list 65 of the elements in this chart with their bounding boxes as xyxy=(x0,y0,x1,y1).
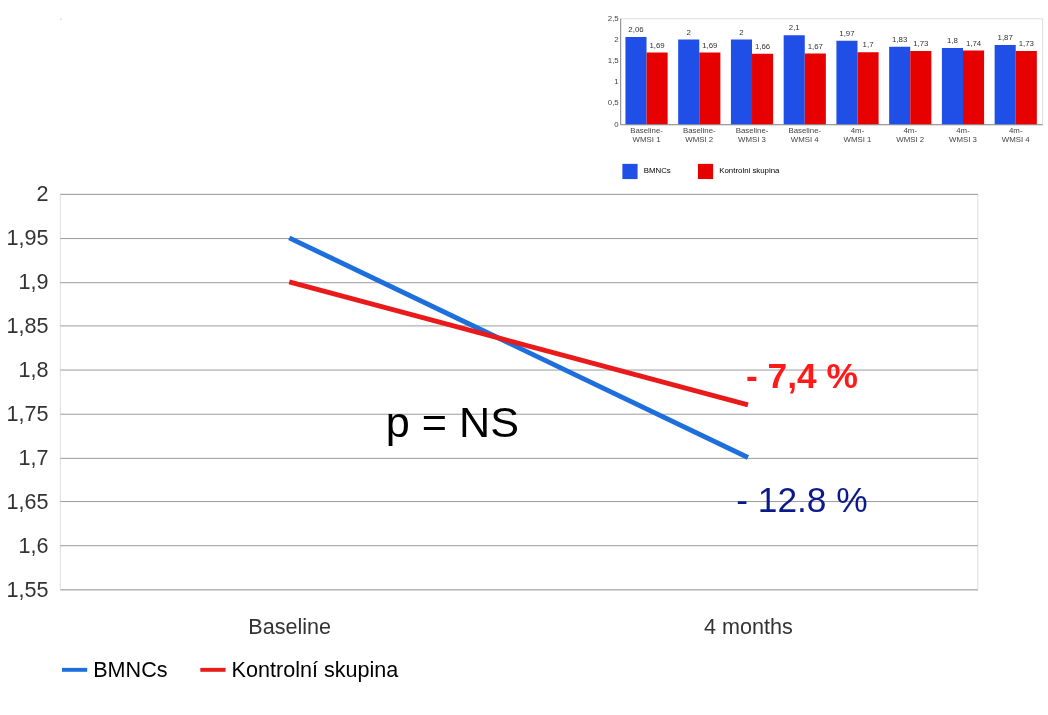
data-label: 2,1 xyxy=(788,23,800,33)
data-label: 1,74 xyxy=(965,38,982,48)
y-tick-label: 1,95 xyxy=(6,225,49,251)
y-tick-label: 1 xyxy=(614,77,619,87)
annotation: - 12.8 % xyxy=(736,480,868,520)
legend-label: Kontrolní skupina xyxy=(231,656,399,682)
data-label: 1,66 xyxy=(754,41,771,51)
x-tick-label: Baseline-WMSI 3 xyxy=(735,125,769,145)
y-tick-label: 1,75 xyxy=(6,400,49,426)
y-tick-label: 1,9 xyxy=(18,269,49,295)
x-tick-label: 4m-WMSI 3 xyxy=(949,125,978,145)
y-tick-label: 1,85 xyxy=(6,313,49,339)
data-label: 2,06 xyxy=(628,25,645,35)
y-tick-label: 0 xyxy=(614,119,620,129)
x-tick-label: Baseline-WMSI 4 xyxy=(788,125,822,145)
legend-label: Kontrolni skupina xyxy=(719,166,781,176)
y-tick-label: 2,5 xyxy=(607,13,620,23)
bar xyxy=(804,53,826,125)
bar xyxy=(857,52,879,125)
bar xyxy=(889,46,911,125)
data-label: 1,97 xyxy=(839,28,855,38)
bar xyxy=(963,50,985,125)
data-label: 1,7 xyxy=(862,40,874,50)
y-tick-label: 0,5 xyxy=(607,98,620,108)
bar xyxy=(1015,50,1037,125)
bar xyxy=(783,35,805,125)
bar xyxy=(625,36,647,125)
data-label: 2 xyxy=(686,27,691,37)
x-tick-label: 4 months xyxy=(704,614,794,640)
bar xyxy=(699,52,721,125)
x-tick-label: Baseline-WMSI 2 xyxy=(682,125,717,145)
data-label: 1,8 xyxy=(947,36,959,46)
data-label: 1,69 xyxy=(649,40,665,50)
bar xyxy=(752,53,774,125)
data-label: 1,73 xyxy=(1018,39,1035,48)
annotation: - 7,4 % xyxy=(746,356,858,396)
x-tick-label: 4m-WMSI 2 xyxy=(896,125,925,145)
bar xyxy=(678,39,700,125)
bar xyxy=(994,44,1016,125)
y-tick-label: 1,6 xyxy=(18,532,49,558)
bar xyxy=(730,39,753,125)
legend-label: BMNCs xyxy=(643,166,671,176)
y-tick-label: 1,5 xyxy=(607,56,620,66)
bar xyxy=(910,50,932,125)
data-label: 1,69 xyxy=(702,40,718,50)
y-tick-label: 1,8 xyxy=(18,357,49,383)
data-label: 1,73 xyxy=(913,39,930,48)
data-label: 1,67 xyxy=(807,41,823,51)
legend-label: BMNCs xyxy=(93,656,168,682)
bar xyxy=(836,40,858,125)
x-tick-label: Baseline-WMSI 1 xyxy=(630,125,664,145)
data-label: 2 xyxy=(739,27,744,37)
bar xyxy=(941,47,963,125)
y-tick-label: 2 xyxy=(36,181,49,207)
x-tick-label: 4m-WMSI 4 xyxy=(1001,125,1031,145)
annotation: p = NS xyxy=(385,398,519,447)
y-tick-label: 1,7 xyxy=(18,444,49,470)
bar xyxy=(646,52,668,125)
x-tick-label: 4m-WMSI 1 xyxy=(843,125,872,145)
y-tick-label: 2 xyxy=(614,34,619,44)
y-tick-label: 1,55 xyxy=(6,576,49,602)
data-label: 1,87 xyxy=(997,33,1013,43)
data-label: 1,83 xyxy=(892,34,908,44)
y-tick-label: 1,65 xyxy=(6,488,49,514)
x-tick-label: Baseline xyxy=(248,614,332,640)
